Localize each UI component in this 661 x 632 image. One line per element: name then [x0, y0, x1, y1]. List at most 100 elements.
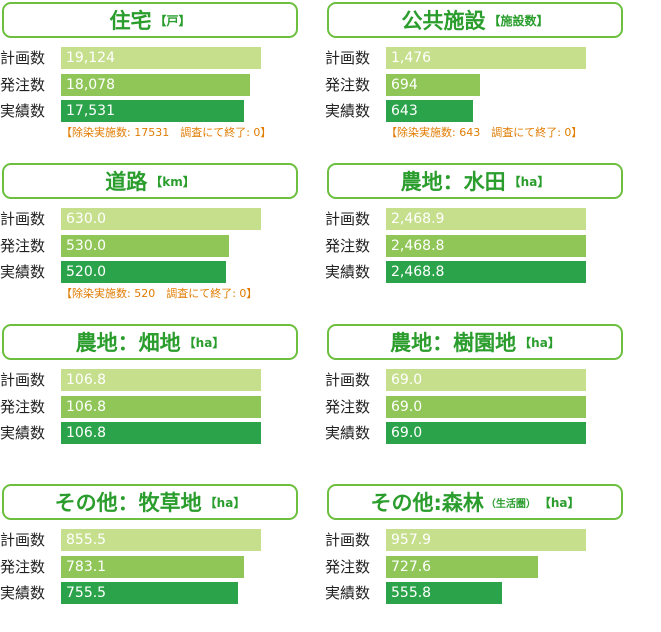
- bar-done: 69.0: [386, 422, 586, 444]
- chart-unit: 【施設数】: [488, 13, 549, 28]
- chart-title: その他:森林: [370, 491, 484, 515]
- category-label-order: 発注数: [0, 237, 46, 255]
- bar-done: 106.8: [61, 422, 261, 444]
- category-label-order: 発注数: [325, 398, 371, 416]
- bar-done: 643: [386, 100, 473, 122]
- chart-panel-paddy-fields: 農地：水田 【ha】 計画数 2,468.9 発注数 2,468.8 実績数 2…: [325, 161, 625, 311]
- bar-order: 106.8: [61, 396, 261, 418]
- bar-plan: 106.8: [61, 369, 261, 391]
- chart-unit: 【ha】: [204, 495, 246, 510]
- chart-subtitle: （生活圏）: [485, 498, 536, 510]
- chart-title: その他：牧草地: [54, 491, 202, 515]
- category-label-order: 発注数: [325, 76, 371, 94]
- chart-unit: 【戸】: [154, 13, 191, 28]
- bar-plan: 957.9: [386, 529, 586, 551]
- chart-title: 公共施設: [401, 9, 486, 33]
- category-label-done: 実績数: [325, 102, 371, 120]
- category-label-plan: 計画数: [0, 210, 46, 228]
- data-label-done: 555.8: [391, 585, 432, 601]
- bar-done: 555.8: [386, 582, 502, 604]
- data-label-done: 69.0: [391, 425, 423, 441]
- category-label-order: 発注数: [0, 558, 46, 576]
- bar-done: 520.0: [61, 261, 226, 283]
- data-label-done: 643: [391, 103, 418, 119]
- chart-title: 農地：畑地: [75, 331, 181, 355]
- category-label-plan: 計画数: [325, 371, 371, 389]
- data-label-order: 727.6: [391, 559, 432, 575]
- data-label-done: 755.5: [66, 585, 107, 601]
- chart-title-box: その他：牧草地 【ha】: [2, 484, 298, 520]
- bar-order: 783.1: [61, 556, 244, 578]
- bar-done: 755.5: [61, 582, 238, 604]
- category-label-done: 実績数: [0, 102, 46, 120]
- chart-panel-roads: 道路 【km】 計画数 630.0 発注数 530.0 実績数 520.0 【除…: [0, 161, 300, 311]
- data-label-order: 783.1: [66, 559, 107, 575]
- chart-unit: 【km】: [150, 174, 195, 189]
- chart-panel-orchards: 農地：樹園地 【ha】 計画数 69.0 発注数 69.0 実績数 69.0: [325, 322, 625, 472]
- bar-plan: 69.0: [386, 369, 586, 391]
- data-label-done: 17,531: [66, 103, 115, 119]
- category-label-order: 発注数: [325, 237, 371, 255]
- data-label-plan: 19,124: [66, 50, 115, 66]
- category-label-done: 実績数: [0, 263, 46, 281]
- bar-plan: 19,124: [61, 47, 261, 69]
- data-label-plan: 957.9: [391, 532, 432, 548]
- data-label-order: 2,468.8: [391, 238, 445, 254]
- chart-title-box: 公共施設 【施設数】: [327, 2, 623, 38]
- chart-note: 【除染実施数: 643 調査にて終了: 0】: [386, 126, 583, 139]
- chart-panel-upland-fields: 農地：畑地 【ha】 計画数 106.8 発注数 106.8 実績数 106.8: [0, 322, 300, 472]
- data-label-done: 520.0: [66, 264, 107, 280]
- bar-order: 727.6: [386, 556, 538, 578]
- category-label-plan: 計画数: [0, 371, 46, 389]
- chart-title: 農地：水田: [400, 170, 506, 194]
- data-label-plan: 630.0: [66, 211, 107, 227]
- chart-panel-public-facilities: 公共施設 【施設数】 計画数 1,476 発注数 694 実績数 643 【除染…: [325, 0, 625, 150]
- category-label-order: 発注数: [325, 558, 371, 576]
- chart-title: 道路: [105, 170, 148, 194]
- chart-title: 農地：樹園地: [390, 331, 517, 355]
- category-label-plan: 計画数: [0, 531, 46, 549]
- category-label-done: 実績数: [0, 424, 46, 442]
- bar-order: 530.0: [61, 235, 229, 257]
- category-label-done: 実績数: [325, 263, 371, 281]
- category-label-plan: 計画数: [325, 210, 371, 228]
- bar-done: 17,531: [61, 100, 244, 122]
- data-label-order: 18,078: [66, 77, 115, 93]
- chart-panel-pasture: その他：牧草地 【ha】 計画数 855.5 発注数 783.1 実績数 755…: [0, 482, 300, 632]
- category-label-done: 実績数: [325, 424, 371, 442]
- data-label-plan: 106.8: [66, 372, 107, 388]
- chart-unit: 【ha】: [508, 174, 550, 189]
- bar-plan: 855.5: [61, 529, 261, 551]
- chart-title-box: その他:森林 （生活圏） 【ha】: [327, 484, 623, 520]
- data-label-order: 69.0: [391, 399, 423, 415]
- bar-done: 2,468.8: [386, 261, 586, 283]
- chart-note: 【除染実施数: 17531 調査にて終了: 0】: [61, 126, 272, 139]
- bar-plan: 1,476: [386, 47, 586, 69]
- bar-order: 2,468.8: [386, 235, 586, 257]
- data-label-plan: 69.0: [391, 372, 423, 388]
- chart-title-box: 農地：水田 【ha】: [327, 163, 623, 199]
- category-label-order: 発注数: [0, 76, 46, 94]
- data-label-done: 106.8: [66, 425, 107, 441]
- chart-panel-forest: その他:森林 （生活圏） 【ha】 計画数 957.9 発注数 727.6 実績…: [325, 482, 625, 632]
- chart-unit: 【ha】: [183, 335, 225, 350]
- chart-note: 【除染実施数: 520 調査にて終了: 0】: [61, 287, 258, 300]
- chart-title-box: 農地：畑地 【ha】: [2, 324, 298, 360]
- data-label-plan: 855.5: [66, 532, 107, 548]
- chart-unit: 【ha】: [519, 335, 560, 350]
- chart-unit: 【ha】: [538, 495, 580, 510]
- category-label-done: 実績数: [325, 584, 371, 602]
- chart-title-box: 住宅 【戸】: [2, 2, 298, 38]
- bar-plan: 630.0: [61, 208, 261, 230]
- data-label-order: 106.8: [66, 399, 107, 415]
- chart-title-box: 道路 【km】: [2, 163, 298, 199]
- bar-order: 69.0: [386, 396, 586, 418]
- category-label-plan: 計画数: [325, 531, 371, 549]
- chart-panel-housing: 住宅 【戸】 計画数 19,124 発注数 18,078 実績数 17,531 …: [0, 0, 300, 150]
- bar-order: 18,078: [61, 74, 250, 96]
- category-label-plan: 計画数: [0, 49, 46, 67]
- data-label-plan: 2,468.9: [391, 211, 445, 227]
- chart-title: 住宅: [109, 9, 152, 33]
- category-label-plan: 計画数: [325, 49, 371, 67]
- chart-title-box: 農地：樹園地 【ha】: [327, 324, 623, 360]
